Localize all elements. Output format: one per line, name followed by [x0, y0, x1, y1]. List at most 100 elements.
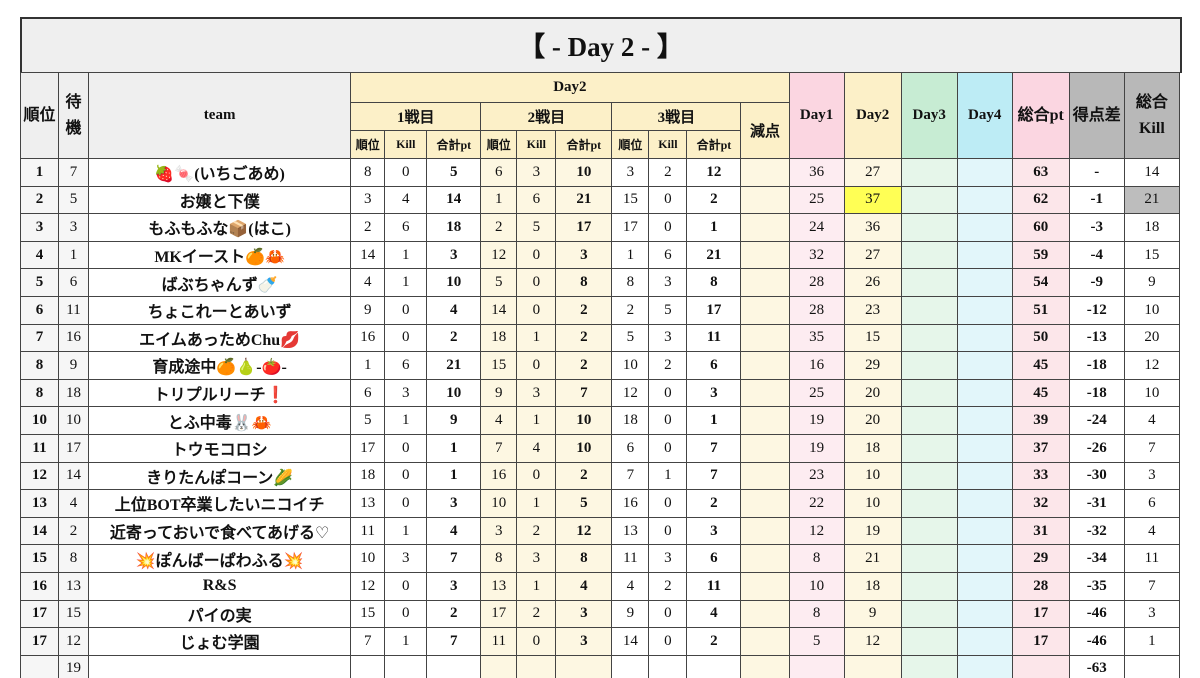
cell: [900, 654, 958, 678]
cell: [1011, 654, 1070, 678]
header-cell: 2戦目: [480, 102, 613, 131]
cell: 0: [648, 185, 688, 215]
header-cell: Day3: [900, 72, 958, 159]
cell: 11: [686, 323, 742, 353]
cell: 9: [426, 406, 482, 435]
cell: 0: [648, 516, 688, 546]
cell: 37: [843, 185, 902, 215]
cell: 7: [19, 323, 60, 353]
cell: -18: [1068, 378, 1125, 408]
table-row: 15 8 💥ぽんばーぱわふる💥 10 3 7 8 3 8 11 3 6 8 21 29 -34 11: [19, 544, 1181, 573]
header-cell: 順位: [350, 130, 386, 159]
cell: 1: [58, 240, 90, 270]
cell: -34: [1068, 544, 1125, 573]
table-row: 8 9 育成途中🍊🍐-🍅- 1 6 21 15 0 2 10 2 6 16 29 45 -18 12: [19, 351, 1181, 380]
team-name: 近寄っておいで食べてあげる♡: [88, 516, 352, 546]
cell: 0: [648, 378, 688, 408]
cell: 14: [350, 240, 386, 270]
cell: 8: [58, 544, 90, 573]
cell: -46: [1068, 599, 1125, 629]
cell: [956, 654, 1013, 678]
cell: 29: [843, 351, 902, 380]
cell: 9: [1123, 268, 1181, 297]
team-name: トウモコロシ: [88, 433, 352, 463]
cell: 5: [426, 158, 482, 187]
cell: 2: [555, 323, 613, 353]
cell: -32: [1068, 516, 1125, 546]
cell: [900, 599, 958, 629]
table-row: 8 18 トリプルリーチ❗ 6 3 10 9 3 7 12 0 3 25 20 45 -18 10: [19, 378, 1181, 408]
header-cell: 3戦目: [611, 102, 742, 131]
cell: 6: [384, 213, 428, 242]
cell: 0: [516, 295, 557, 325]
cell: [956, 571, 1013, 601]
cell: 18: [480, 323, 518, 353]
cell: 15: [843, 323, 902, 353]
cell: [740, 461, 790, 491]
cell: 13: [350, 489, 386, 518]
cell: 0: [384, 461, 428, 491]
cell: [516, 654, 557, 678]
cell: 12: [611, 378, 650, 408]
cell: 18: [611, 406, 650, 435]
cell: 21: [686, 240, 742, 270]
cell: 4: [686, 599, 742, 629]
cell: 17: [611, 213, 650, 242]
table-row: 2 5 お嬢と下僕 3 4 14 1 6 21 15 0 2 25 37 62 -1 21: [19, 185, 1181, 215]
cell: [740, 295, 790, 325]
cell: 4: [58, 489, 90, 518]
cell: -31: [1068, 489, 1125, 518]
header-cell: 順位: [480, 130, 518, 159]
cell: 10: [788, 571, 845, 601]
cell: [900, 185, 958, 215]
header-cell: 総合Kill: [1123, 72, 1181, 159]
table-body: 1 7 🍓🍬(いちごあめ) 8 0 5 6 3 10 3 2 12 36 27 63-14 2 5 お嬢と下僕 3 4…: [19, 158, 1181, 678]
cell: [900, 240, 958, 270]
cell: 8: [686, 268, 742, 297]
cell: [956, 323, 1013, 353]
cell: 35: [788, 323, 845, 353]
cell: 20: [843, 378, 902, 408]
cell: 1: [686, 213, 742, 242]
header-cell: Day2: [350, 72, 790, 103]
cell: [740, 185, 790, 215]
team-name: MKイースト🍊🦀: [88, 240, 352, 270]
cell: 4: [350, 268, 386, 297]
cell: 1: [480, 185, 518, 215]
cell: 0: [648, 433, 688, 463]
cell: 1: [611, 240, 650, 270]
cell: 10: [843, 461, 902, 491]
cell: [900, 295, 958, 325]
team-name: とふ中毒🐰🦀: [88, 406, 352, 435]
cell: 15: [480, 351, 518, 380]
cell: -1: [1068, 185, 1125, 215]
team-name: 💥ぽんばーぱわふる💥: [88, 544, 352, 573]
cell: 11: [480, 627, 518, 656]
cell: 6: [686, 544, 742, 573]
cell: 3: [384, 544, 428, 573]
table-row: 14 2 近寄っておいで食べてあげる♡ 11 1 4 3 2 12 13 0 3 12 19 31 -32 4: [19, 516, 1181, 546]
cell: [740, 158, 790, 187]
cell: 3: [555, 627, 613, 656]
cell: 3: [611, 158, 650, 187]
cell: [611, 654, 650, 678]
cell: [956, 213, 1013, 242]
cell: 3: [555, 599, 613, 629]
cell: [900, 489, 958, 518]
table-row: 4 1 MKイースト🍊🦀 14 1 3 12 0 3 1 6 21 32 27 59 -4 15: [19, 240, 1181, 270]
cell: 0: [384, 571, 428, 601]
cell: 8: [19, 351, 60, 380]
cell: 19: [843, 516, 902, 546]
cell: -13: [1068, 323, 1125, 353]
cell: 4: [426, 516, 482, 546]
cell: 12: [58, 627, 90, 656]
cell: [900, 461, 958, 491]
cell: [648, 654, 688, 678]
cell: 0: [648, 406, 688, 435]
cell: 2: [555, 295, 613, 325]
team-name: 育成途中🍊🍐-🍅-: [88, 351, 352, 380]
team-name: トリプルリーチ❗: [88, 378, 352, 408]
cell: [900, 323, 958, 353]
cell: 2: [686, 627, 742, 656]
cell: 10: [426, 268, 482, 297]
